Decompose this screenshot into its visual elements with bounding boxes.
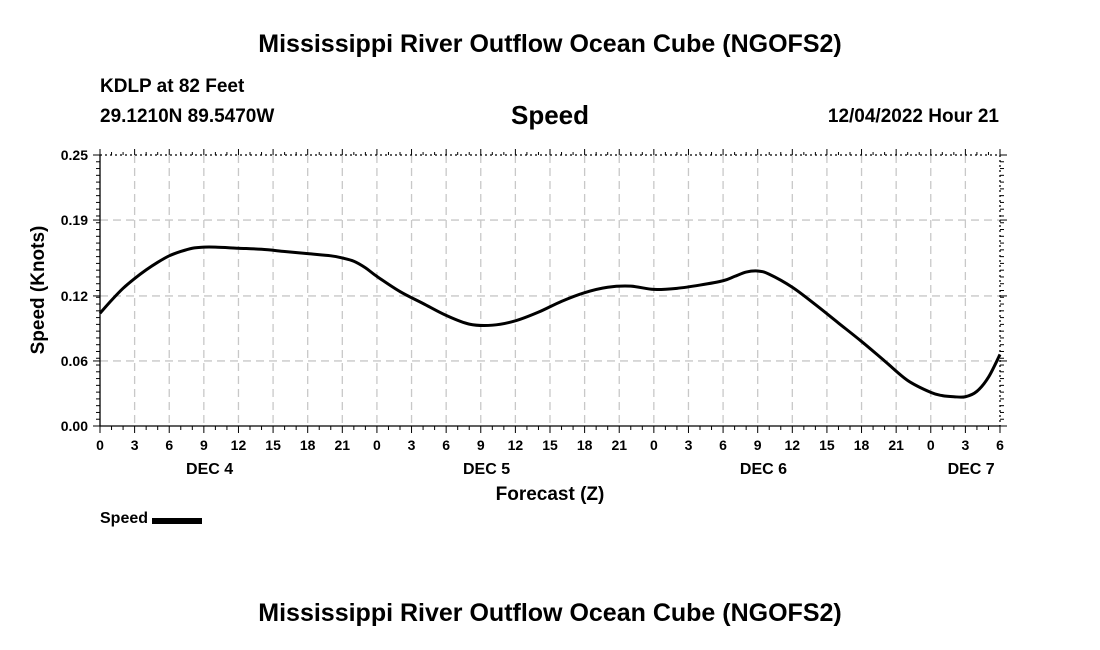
y-tick-label: 0.06 [61, 353, 88, 369]
x-tick-label: 0 [373, 437, 381, 453]
speed-chart: 0.00 0.06 0.12 0.19 0.25 0 3 6 9 12 15 18 21 0 3 6 9 12 1… [28, 147, 1007, 505]
y-tick-label: 0.19 [61, 212, 88, 228]
x-tick-label: 6 [165, 437, 173, 453]
coordinates-label: 29.1210N 89.5470W [100, 106, 275, 127]
x-tick-label: 12 [508, 437, 524, 453]
x-tick-label: 21 [335, 437, 351, 453]
y-axis-label: Speed (Knots) [28, 226, 49, 355]
x-tick-label: 9 [200, 437, 208, 453]
y-tick-label: 0.25 [61, 147, 88, 163]
legend: Speed [100, 510, 203, 528]
chart-subtitle: Speed [510, 100, 590, 130]
x-tick-label: 6 [719, 437, 727, 453]
x-tick-label: 9 [477, 437, 485, 453]
axis-ticks [93, 149, 1007, 433]
y-tick-label: 0.00 [61, 418, 88, 434]
x-tick-label: 21 [888, 437, 904, 453]
x-tick-label: 3 [961, 437, 969, 453]
day-labels: DEC 4 DEC 5 DEC 6 DEC 7 [186, 461, 995, 478]
x-tick-label: 15 [265, 437, 281, 453]
day-label: DEC 4 [186, 461, 233, 478]
x-tick-label: 12 [231, 437, 247, 453]
x-tick-label: 15 [819, 437, 835, 453]
x-tick-label: 6 [996, 437, 1004, 453]
speed-series-line [98, 245, 1002, 399]
legend-label: Speed [100, 510, 149, 527]
legend-swatch [152, 517, 203, 524]
x-tick-label: 18 [577, 437, 593, 453]
x-tick-label: 12 [785, 437, 801, 453]
x-tick-label: 6 [442, 437, 450, 453]
y-tick-labels: 0.00 0.06 0.12 0.19 0.25 [61, 147, 88, 434]
x-tick-label: 0 [650, 437, 658, 453]
x-tick-label: 9 [754, 437, 762, 453]
x-tick-label: 15 [542, 437, 558, 453]
day-label: DEC 5 [463, 461, 510, 478]
series-lines [98, 245, 1002, 399]
x-tick-label: 18 [854, 437, 870, 453]
x-tick-label: 3 [685, 437, 693, 453]
chart-title: Mississippi River Outflow Ocean Cube (NG… [258, 30, 842, 58]
day-label: DEC 7 [948, 461, 995, 478]
x-axis-label: Forecast (Z) [496, 484, 605, 505]
station-label: KDLP at 82 Feet [100, 76, 245, 97]
x-tick-label: 3 [408, 437, 416, 453]
forecast-datetime: 12/04/2022 Hour 21 [827, 106, 999, 127]
x-tick-labels: 0 3 6 9 12 15 18 21 0 3 6 9 12 15 18 21 0 3 6 9 12 15 18 21 0 3 6 [96, 437, 1004, 453]
x-tick-label: 3 [131, 437, 139, 453]
chart-title-repeat: Mississippi River Outflow Ocean Cube (NG… [258, 599, 842, 627]
x-tick-label: 0 [927, 437, 935, 453]
x-tick-label: 21 [611, 437, 627, 453]
y-tick-label: 0.12 [61, 288, 88, 304]
day-label: DEC 6 [740, 461, 787, 478]
x-tick-label: 0 [96, 437, 104, 453]
x-tick-label: 18 [300, 437, 316, 453]
grid-lines [100, 155, 1000, 426]
